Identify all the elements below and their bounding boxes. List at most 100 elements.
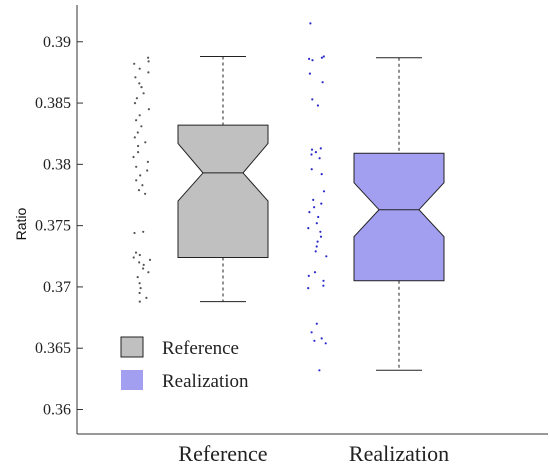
data-point: [142, 92, 145, 95]
data-point: [322, 55, 325, 58]
data-point: [138, 82, 141, 85]
data-point: [137, 151, 140, 154]
data-point: [320, 337, 323, 340]
data-point: [138, 253, 141, 257]
y-tick-label: 0.39: [43, 34, 71, 51]
data-point: [316, 104, 319, 107]
data-point: [322, 190, 326, 193]
data-point: [319, 147, 322, 150]
data-point: [138, 67, 141, 70]
legend-swatch: [120, 336, 144, 358]
data-point: [324, 342, 327, 345]
data-point: [318, 157, 321, 160]
data-point: [319, 230, 322, 233]
x-tick-label: Reference: [178, 441, 267, 466]
data-point: [135, 165, 138, 168]
data-point: [315, 222, 318, 225]
legend: Reference Realization: [120, 336, 249, 392]
data-point: [308, 72, 311, 75]
data-point: [307, 274, 310, 277]
data-point: [310, 331, 313, 334]
data-point: [312, 198, 315, 201]
legend-swatch: [121, 370, 143, 390]
data-point: [309, 22, 312, 25]
axes: [76, 5, 548, 435]
data-point: [140, 86, 143, 89]
data-point: [138, 291, 141, 295]
data-point: [136, 276, 139, 279]
data-point: [147, 71, 150, 74]
data-point: [142, 263, 145, 266]
data-point: [145, 296, 148, 299]
y-tick-label: 0.37: [43, 279, 71, 296]
x-tick-label: Realization: [349, 441, 449, 466]
data-point: [142, 267, 145, 270]
data-point: [133, 231, 136, 235]
data-point: [320, 173, 323, 176]
data-point: [135, 179, 138, 182]
data-point: [310, 153, 313, 156]
data-point: [139, 287, 142, 290]
data-point: [310, 168, 313, 171]
y-tick-label: 0.385: [35, 95, 71, 112]
data-point: [314, 250, 317, 253]
data-point: [138, 300, 141, 303]
data-point: [313, 339, 316, 342]
data-point: [308, 57, 311, 61]
data-point: [147, 271, 150, 274]
data-point: [138, 261, 141, 264]
data-point: [146, 160, 149, 163]
x-tick-labels: Reference Realization: [178, 441, 449, 466]
data-point: [308, 211, 311, 214]
y-tick-label: 0.375: [35, 218, 71, 235]
notched-box: [177, 124, 269, 258]
legend-label: Realization: [162, 371, 249, 392]
data-point: [144, 192, 147, 195]
data-point: [148, 258, 152, 261]
data-point: [311, 59, 314, 62]
data-point: [320, 202, 323, 205]
data-point: [315, 322, 318, 325]
data-point: [314, 151, 317, 154]
data-point: [133, 62, 136, 65]
data-point: [141, 184, 144, 187]
notched-box: [353, 152, 445, 282]
data-point: [133, 136, 136, 139]
boxes: [177, 55, 445, 371]
data-point: [316, 240, 319, 243]
legend-label: Reference: [162, 338, 239, 359]
data-point: [134, 251, 138, 254]
data-point: [133, 102, 137, 105]
data-point: [137, 189, 141, 192]
data-point: [317, 215, 320, 219]
y-tick-label: 0.365: [35, 340, 71, 357]
data-point: [144, 141, 147, 144]
data-point: [147, 60, 150, 63]
data-point: [325, 255, 328, 258]
y-axis-label: Ratio: [13, 207, 29, 240]
data-point: [310, 148, 314, 151]
data-point: [321, 81, 324, 84]
data-point: [137, 144, 140, 148]
data-point: [313, 271, 317, 274]
data-point: [322, 284, 325, 287]
data-point: [146, 169, 149, 172]
data-point: [313, 206, 316, 209]
y-tick-label: 0.36: [43, 401, 71, 418]
y-ticks: 0.36 0.365 0.37 0.375 0.38 0.385 0.39: [35, 34, 83, 418]
data-point: [139, 174, 142, 177]
data-point: [147, 56, 150, 59]
data-point: [315, 245, 318, 248]
data-point: [138, 114, 141, 117]
jitter-points: [132, 22, 328, 372]
data-point: [138, 282, 141, 285]
data-point: [134, 76, 137, 79]
data-point: [136, 131, 139, 134]
data-point: [322, 279, 325, 282]
data-point: [147, 108, 150, 111]
data-point: [140, 125, 143, 128]
y-tick-label: 0.38: [43, 156, 71, 173]
data-point: [307, 287, 310, 290]
data-point: [135, 97, 138, 100]
